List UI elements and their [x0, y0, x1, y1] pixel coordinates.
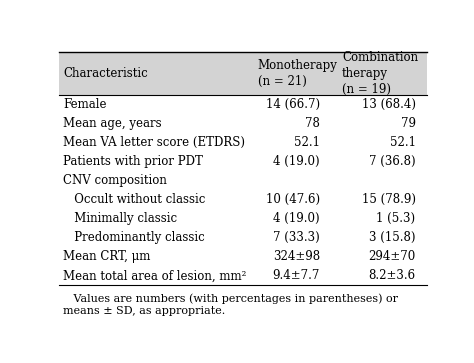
- Text: Occult without classic: Occult without classic: [63, 193, 205, 206]
- Text: Combination
therapy
(n = 19): Combination therapy (n = 19): [342, 51, 418, 96]
- Text: 4 (19.0): 4 (19.0): [273, 212, 320, 225]
- Text: Characteristic: Characteristic: [63, 67, 148, 80]
- Text: Mean total area of lesion, mm²: Mean total area of lesion, mm²: [63, 269, 246, 282]
- Text: 1 (5.3): 1 (5.3): [376, 212, 416, 225]
- Text: 7 (36.8): 7 (36.8): [369, 155, 416, 168]
- Text: Predominantly classic: Predominantly classic: [63, 231, 205, 244]
- Text: Minimally classic: Minimally classic: [63, 212, 177, 225]
- Text: Patients with prior PDT: Patients with prior PDT: [63, 155, 203, 168]
- Text: Monotherapy
(n = 21): Monotherapy (n = 21): [258, 59, 337, 88]
- Text: Values are numbers (with percentages in parentheses) or
means ± SD, as appropria: Values are numbers (with percentages in …: [63, 294, 398, 316]
- Text: 13 (68.4): 13 (68.4): [362, 98, 416, 111]
- Bar: [59, 52, 427, 95]
- Text: Mean age, years: Mean age, years: [63, 117, 162, 130]
- Text: 294±70: 294±70: [368, 250, 416, 263]
- Text: 79: 79: [401, 117, 416, 130]
- Text: Mean VA letter score (ETDRS): Mean VA letter score (ETDRS): [63, 136, 245, 149]
- Text: 10 (47.6): 10 (47.6): [266, 193, 320, 206]
- Text: 14 (66.7): 14 (66.7): [266, 98, 320, 111]
- Text: 3 (15.8): 3 (15.8): [369, 231, 416, 244]
- Text: Mean CRT, μm: Mean CRT, μm: [63, 250, 150, 263]
- Text: 324±98: 324±98: [273, 250, 320, 263]
- Text: 52.1: 52.1: [294, 136, 320, 149]
- Text: Female: Female: [63, 98, 107, 111]
- Text: 7 (33.3): 7 (33.3): [273, 231, 320, 244]
- Text: CNV composition: CNV composition: [63, 174, 167, 187]
- Text: 8.2±3.6: 8.2±3.6: [368, 269, 416, 282]
- Text: 15 (78.9): 15 (78.9): [362, 193, 416, 206]
- Text: 9.4±7.7: 9.4±7.7: [273, 269, 320, 282]
- Text: 52.1: 52.1: [390, 136, 416, 149]
- Text: 78: 78: [305, 117, 320, 130]
- Text: 4 (19.0): 4 (19.0): [273, 155, 320, 168]
